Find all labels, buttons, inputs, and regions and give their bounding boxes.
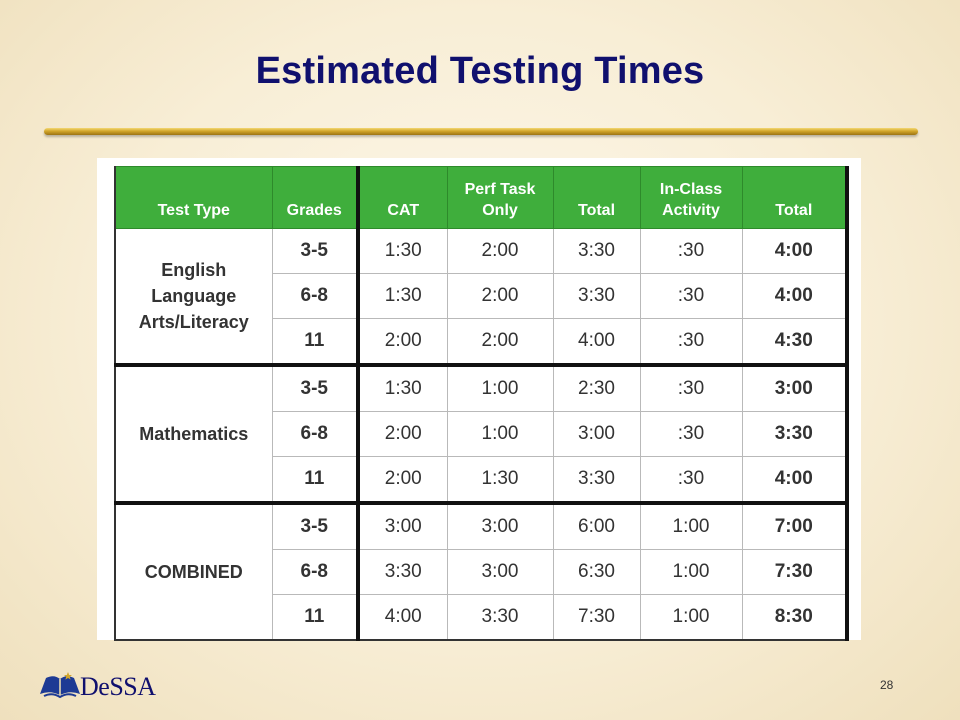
cat-cell: 1:30 bbox=[357, 273, 448, 319]
cat-cell: 2:00 bbox=[357, 456, 448, 504]
slide-title: Estimated Testing Times bbox=[255, 50, 705, 92]
cat-cell: 2:00 bbox=[357, 411, 448, 457]
cat-cell: 1:30 bbox=[357, 363, 448, 412]
header-grades: Grades bbox=[271, 166, 360, 229]
grand-total-cell: 4:00 bbox=[741, 228, 849, 274]
grand-total-cell: 4:30 bbox=[741, 318, 849, 366]
total-cell: 3:30 bbox=[552, 228, 641, 274]
grand-total-cell: 3:30 bbox=[741, 411, 849, 457]
total-cell: 4:00 bbox=[552, 318, 641, 366]
grand-total-cell: 4:00 bbox=[741, 273, 849, 319]
header-perf-task: Perf Task Only bbox=[446, 166, 554, 229]
cat-cell: 4:00 bbox=[357, 594, 448, 641]
cat-cell: 3:00 bbox=[357, 501, 448, 550]
in-class-cell: 1:00 bbox=[639, 549, 743, 595]
grand-total-cell: 3:00 bbox=[741, 363, 849, 412]
grand-total-cell: 8:30 bbox=[741, 594, 849, 641]
grades-cell: 3-5 bbox=[271, 501, 360, 550]
perf-task-cell: 1:00 bbox=[446, 363, 554, 412]
table-row: 6-8 1:30 2:00 3:30 :30 4:00 bbox=[115, 273, 849, 319]
perf-task-cell: 3:00 bbox=[446, 549, 554, 595]
perf-task-cell: 3:00 bbox=[446, 501, 554, 550]
total-cell: 6:30 bbox=[552, 549, 641, 595]
in-class-cell: :30 bbox=[639, 228, 743, 274]
header-cat: CAT bbox=[357, 166, 448, 229]
grand-total-cell: 4:00 bbox=[741, 456, 849, 504]
table-row: English Language Arts/Literacy 3-5 1:30 … bbox=[114, 228, 849, 366]
total-cell: 7:30 bbox=[552, 594, 641, 641]
in-class-cell: 1:00 bbox=[639, 594, 743, 641]
in-class-cell: :30 bbox=[639, 318, 743, 366]
grades-cell: 6-8 bbox=[271, 549, 360, 595]
perf-task-cell: 2:00 bbox=[446, 318, 554, 366]
in-class-cell: :30 bbox=[639, 363, 743, 412]
logo-text: DeSSA bbox=[80, 672, 156, 701]
in-class-cell: 1:00 bbox=[639, 501, 743, 550]
perf-task-cell: 1:00 bbox=[446, 411, 554, 457]
total-cell: 3:30 bbox=[552, 456, 641, 504]
total-cell: 2:30 bbox=[552, 363, 641, 412]
grades-cell: 3-5 bbox=[271, 363, 360, 412]
perf-task-cell: 3:30 bbox=[446, 594, 554, 641]
perf-task-cell: 2:00 bbox=[446, 228, 554, 274]
total-cell: 3:30 bbox=[552, 273, 641, 319]
header-grand-total: Total bbox=[741, 166, 849, 229]
grand-total-cell: 7:30 bbox=[741, 549, 849, 595]
test-type-cell: COMBINED bbox=[114, 501, 273, 641]
test-type-cell: English Language Arts/Literacy bbox=[114, 228, 273, 366]
table-row: 6-8 3:30 3:00 6:30 1:00 7:30 bbox=[115, 549, 849, 595]
perf-task-cell: 1:30 bbox=[446, 456, 554, 504]
table-row: 11 2:00 2:00 4:00 :30 4:30 bbox=[115, 318, 849, 366]
perf-task-cell: 2:00 bbox=[446, 273, 554, 319]
header-row: Test Type Grades CAT Perf Task Only Tota… bbox=[114, 166, 849, 229]
grand-total-cell: 7:00 bbox=[741, 501, 849, 550]
table-row: 11 2:00 1:30 3:30 :30 4:00 bbox=[115, 456, 849, 504]
grades-cell: 11 bbox=[271, 318, 360, 366]
dessa-logo: DeSSA bbox=[38, 670, 168, 704]
table-row: COMBINED 3-5 3:00 3:00 6:00 1:00 7:00 bbox=[114, 501, 849, 641]
table-row: 6-8 2:00 1:00 3:00 :30 3:30 bbox=[115, 411, 849, 457]
title-divider bbox=[44, 128, 918, 135]
cat-cell: 3:30 bbox=[357, 549, 448, 595]
cat-cell: 2:00 bbox=[357, 318, 448, 366]
table-row: 11 4:00 3:30 7:30 1:00 8:30 bbox=[115, 594, 849, 641]
in-class-cell: :30 bbox=[639, 456, 743, 504]
book-icon bbox=[38, 670, 82, 702]
table-frame: Test Type Grades CAT Perf Task Only Tota… bbox=[97, 158, 861, 641]
total-cell: 3:00 bbox=[552, 411, 641, 457]
page-number: 28 bbox=[880, 678, 894, 692]
in-class-cell: :30 bbox=[639, 273, 743, 319]
header-test-type: Test Type bbox=[114, 166, 273, 229]
test-type-cell: Mathematics bbox=[114, 363, 273, 504]
cat-cell: 1:30 bbox=[357, 228, 448, 274]
in-class-cell: :30 bbox=[639, 411, 743, 457]
header-in-class: In-Class Activity bbox=[639, 166, 743, 229]
grades-cell: 11 bbox=[271, 594, 360, 641]
grades-cell: 6-8 bbox=[271, 273, 360, 319]
header-total: Total bbox=[552, 166, 641, 229]
grades-cell: 3-5 bbox=[271, 228, 360, 274]
table-row: Mathematics 3-5 1:30 1:00 2:30 :30 3:00 bbox=[114, 363, 849, 504]
total-cell: 6:00 bbox=[552, 501, 641, 550]
testing-times-table: Test Type Grades CAT Perf Task Only Tota… bbox=[114, 166, 849, 641]
grades-cell: 6-8 bbox=[271, 411, 360, 457]
grades-cell: 11 bbox=[271, 456, 360, 504]
